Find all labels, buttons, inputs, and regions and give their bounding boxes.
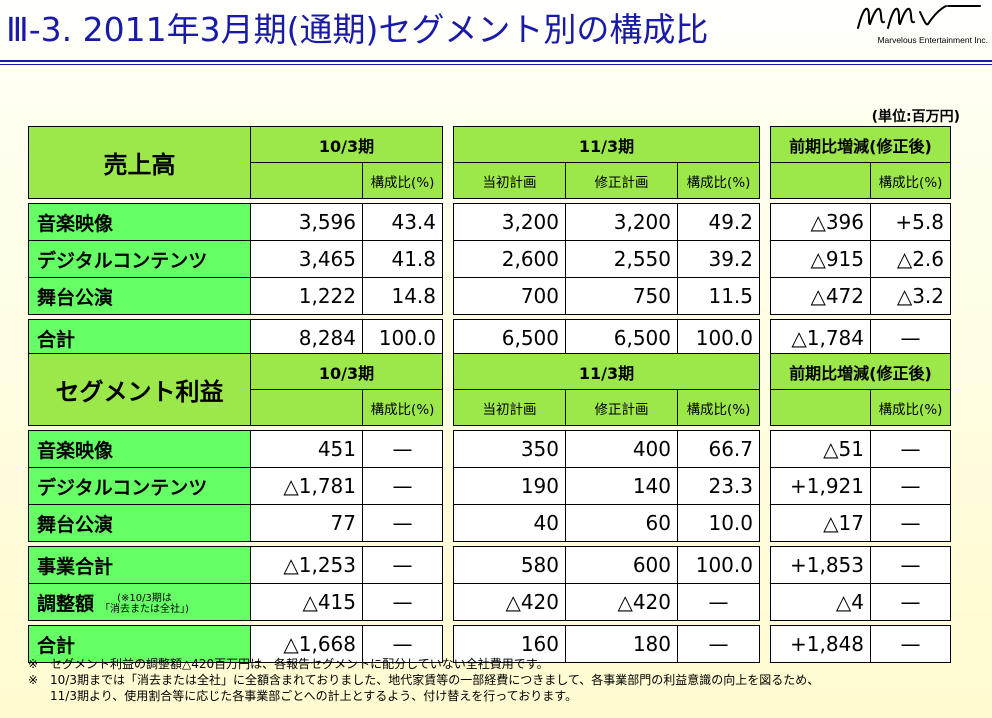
adjustment-note: (※10/3期は 「消去または全社」) xyxy=(100,593,189,615)
page-title: Ⅲ-3. 2011年3月期(通期)セグメント別の構成比 xyxy=(6,10,709,49)
header-fy10-value xyxy=(250,162,363,199)
header-fy10-ratio: 構成比(%) xyxy=(362,162,443,199)
header-fy11-ratio: 構成比(%) xyxy=(677,162,760,199)
footnote: ※ セグメント利益の調整額△420百万円は、各報告セグメントに配分していない全社… xyxy=(28,657,549,671)
mmv-logo-icon xyxy=(857,5,981,29)
table-row: 音楽映像 451 — 350 400 66.7 △51 — xyxy=(28,430,951,468)
header-fy10-ratio: 構成比(%) xyxy=(362,389,443,426)
table-row-total: 合計 △1,668 — 160 180 — +1,848 — xyxy=(28,625,951,663)
footnote: ※ 10/3期までは「消去または全社」に全額含まれておりました、地代家賃等の一部… xyxy=(28,673,820,703)
title-underline-thin xyxy=(0,64,992,65)
table-row: デジタルコンテンツ △1,781 — 190 140 23.3 +1,921 — xyxy=(28,467,951,505)
header-fy11: 11/3期 xyxy=(453,126,760,163)
header-fy10-value xyxy=(250,389,363,426)
header-revised-plan: 修正計画 xyxy=(565,162,678,199)
header-revised-plan: 修正計画 xyxy=(565,389,678,426)
header-yoy-ratio: 構成比(%) xyxy=(870,389,951,426)
header-yoy-value xyxy=(770,389,871,426)
header-yoy: 前期比増減(修正後) xyxy=(770,126,951,163)
sales-table: 売上高 10/3期 11/3期 前期比増減(修正後) 構成比(%) 当初計画 修… xyxy=(28,126,951,357)
header-yoy: 前期比増減(修正後) xyxy=(770,353,951,390)
profit-title: セグメント利益 xyxy=(28,353,251,426)
table-row: 舞台公演 1,222 14.8 700 750 11.5 △472 △3.2 xyxy=(28,277,951,315)
company-logo: Marvelous Entertainment Inc. xyxy=(848,2,988,52)
title-underline xyxy=(0,60,992,62)
table-row: デジタルコンテンツ 3,465 41.8 2,600 2,550 39.2 △9… xyxy=(28,240,951,278)
table-row-total: 合計 8,284 100.0 6,500 6,500 100.0 △1,784 … xyxy=(28,319,951,357)
footnotes: ※ セグメント利益の調整額△420百万円は、各報告セグメントに配分していない全社… xyxy=(28,656,968,704)
table-row: 舞台公演 77 — 40 60 10.0 △17 — xyxy=(28,504,951,542)
table-row-subtotal: 事業合計 △1,253 — 580 600 100.0 +1,853 — xyxy=(28,546,951,584)
header-yoy-ratio: 構成比(%) xyxy=(870,162,951,199)
header-fy10: 10/3期 xyxy=(250,126,443,163)
table-row: 音楽映像 3,596 43.4 3,200 3,200 49.2 △396 +5… xyxy=(28,203,951,241)
adjustment-label: 調整額 xyxy=(37,592,95,615)
header-initial-plan: 当初計画 xyxy=(453,389,566,426)
header-fy10: 10/3期 xyxy=(250,353,443,390)
header-yoy-value xyxy=(770,162,871,199)
table-row-adjustment: 調整額 (※10/3期は 「消去または全社」) △415 — △420 △420 —… xyxy=(28,583,951,621)
company-name: Marvelous Entertainment Inc. xyxy=(877,35,988,45)
header-fy11-ratio: 構成比(%) xyxy=(677,389,760,426)
profit-table: セグメント利益 10/3期 11/3期 前期比増減(修正後) 構成比(%) 当初… xyxy=(28,353,951,663)
sales-title: 売上高 xyxy=(28,126,251,199)
header-fy11: 11/3期 xyxy=(453,353,760,390)
unit-label: (単位:百万円) xyxy=(871,109,960,125)
header-initial-plan: 当初計画 xyxy=(453,162,566,199)
